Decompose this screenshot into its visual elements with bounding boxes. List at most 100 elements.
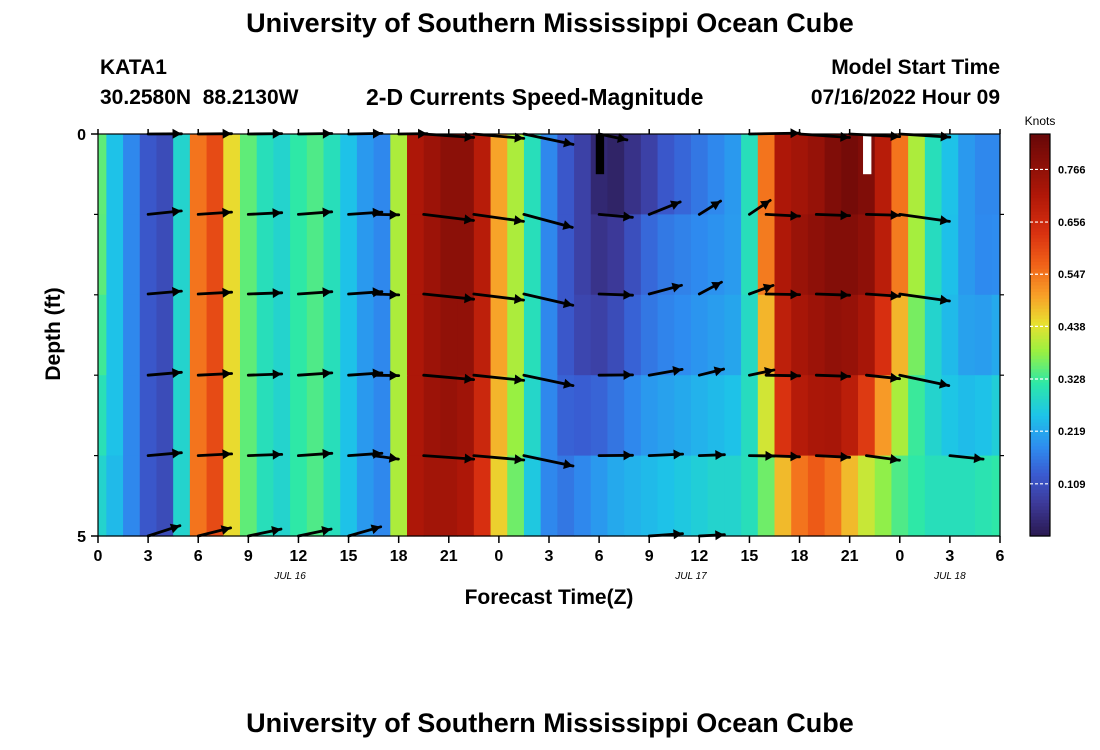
current-vector	[347, 524, 383, 538]
heatmap-cell	[724, 375, 742, 457]
heatmap-cell	[757, 294, 776, 376]
current-vector	[296, 287, 334, 298]
heatmap-cell	[373, 455, 391, 537]
vector-head	[889, 454, 900, 464]
heatmap-cell	[690, 134, 709, 215]
heatmap-cell	[256, 134, 274, 215]
heatmap-cell	[407, 214, 425, 296]
heatmap-cell	[306, 455, 325, 537]
heatmap-cell	[590, 214, 609, 296]
current-vector	[647, 449, 684, 460]
colorbar-segment	[1030, 257, 1050, 262]
colorbar-segment	[1030, 465, 1050, 470]
heatmap-cell	[841, 375, 859, 457]
vector-head	[370, 524, 381, 535]
colorbar-segment	[1030, 381, 1050, 386]
heatmap-cell	[206, 294, 224, 376]
vector-head	[760, 200, 771, 210]
heatmap-cell	[874, 375, 893, 457]
colorbar-segment	[1030, 388, 1050, 393]
heatmap-cell	[991, 294, 1001, 376]
heatmap-cell	[807, 134, 826, 215]
heatmap-cell	[273, 455, 291, 537]
colorbar-segment	[1030, 314, 1050, 319]
vector-head	[322, 448, 332, 459]
heatmap-cell	[574, 375, 592, 457]
heatmap-cell	[924, 134, 943, 215]
colorbar-segment	[1030, 137, 1050, 142]
heatmap-cell	[557, 294, 575, 376]
current-vector	[597, 132, 629, 143]
colorbar-segment	[1030, 502, 1050, 507]
vector-head	[322, 207, 332, 218]
vector-head	[623, 370, 633, 380]
heatmap-cell	[290, 214, 308, 296]
current-vector	[472, 292, 525, 304]
heatmap-cell	[173, 134, 191, 215]
current-vector	[196, 287, 234, 298]
heatmap-cell	[991, 375, 1001, 457]
current-vector	[296, 207, 334, 218]
heatmap-cell	[239, 134, 258, 215]
heatmap-cell	[507, 455, 525, 537]
heatmap-cell	[473, 214, 492, 296]
current-vector	[372, 209, 401, 220]
vector-head	[322, 287, 332, 298]
y-axis-label: Depth (ft)	[42, 287, 65, 380]
heatmap-cell	[156, 455, 174, 537]
heatmap-cell	[440, 455, 458, 537]
colorbar-segment	[1030, 211, 1050, 215]
current-vector	[372, 452, 400, 463]
current-vector	[697, 450, 726, 460]
heatmap-cell	[724, 455, 742, 537]
colorbar-label: Knots	[1025, 114, 1056, 128]
colorbar-segment	[1030, 207, 1050, 212]
current-vector	[865, 290, 902, 301]
vector-head	[840, 210, 850, 221]
current-vector	[246, 526, 283, 538]
heatmap-cell	[256, 455, 274, 537]
current-vector	[865, 454, 901, 464]
heatmap-cell	[858, 455, 876, 537]
colorbar-segment	[1030, 335, 1050, 339]
heatmap-cell	[958, 294, 976, 376]
colorbar-segment	[1030, 274, 1050, 279]
current-vector	[146, 448, 183, 459]
heatmap-cell	[924, 214, 943, 296]
vector-head	[713, 366, 724, 377]
current-vector	[196, 449, 234, 460]
heatmap-cell	[407, 455, 425, 537]
heatmap-cell	[824, 455, 842, 537]
colorbar-segment	[1030, 391, 1050, 396]
vector-head	[220, 525, 231, 535]
heatmap-cell	[423, 134, 442, 215]
vector-head	[673, 449, 683, 460]
current-vector	[296, 526, 333, 538]
heatmap-cell	[974, 294, 993, 376]
vector-head	[463, 214, 474, 225]
current-vector	[522, 132, 575, 148]
x-tick-label: 12	[290, 548, 308, 565]
heatmap-cell	[98, 134, 107, 215]
colorbar-tick-label: 0.109	[1058, 479, 1086, 491]
heatmap-cell	[156, 375, 174, 457]
heatmap-cell	[323, 294, 341, 376]
vector-head	[623, 289, 633, 300]
vector-head	[172, 368, 182, 379]
colorbar-segment	[1030, 154, 1050, 159]
heatmap-cell	[640, 214, 659, 296]
heatmap-cell	[340, 375, 358, 457]
vector-head	[890, 372, 900, 383]
heatmap-cell	[741, 214, 759, 296]
vector-head	[562, 298, 573, 309]
heatmap-cell	[206, 375, 224, 457]
vector-head	[514, 374, 524, 385]
heatmap-cell	[557, 134, 575, 215]
current-vector	[146, 368, 183, 379]
heatmap-cell	[741, 134, 759, 215]
vector-head	[890, 290, 900, 301]
masked-column	[595, 134, 605, 175]
heatmap-cell	[106, 134, 124, 215]
vector-head	[563, 378, 573, 389]
colorbar-segment	[1030, 485, 1050, 490]
